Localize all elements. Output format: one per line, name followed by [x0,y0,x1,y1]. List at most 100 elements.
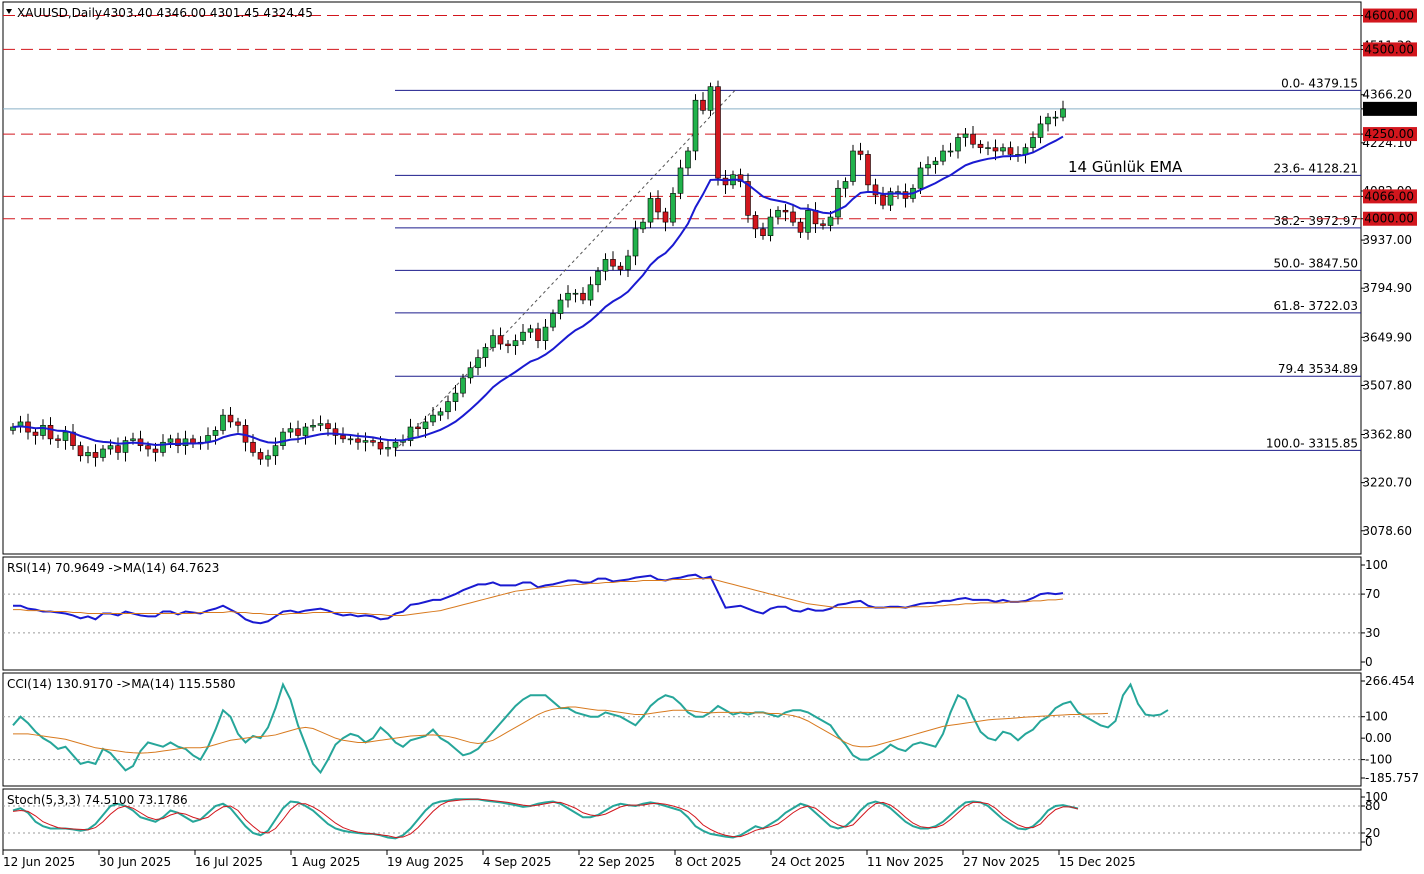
candle-body [677,167,684,194]
candle-body [557,299,564,314]
candle-body [392,441,399,448]
candle-body [265,455,271,460]
level-box-label: 4500.00 [1364,42,1414,56]
price-panel[interactable]: 0.0- 4379.15 23.6- 4128.21 38.2- 3972.97 50… [3,8,1417,538]
candle-body [482,347,489,358]
candle-body [917,167,924,189]
candle-body [572,292,579,295]
stoch-title: Stoch(5,3,3) 74.5100 73.1786 [7,793,188,807]
cci-tick-label: -185.757 [1365,771,1419,785]
rsi-panel[interactable]: 100 70 30 0 [3,558,1388,669]
rsi-tick-label: 30 [1365,626,1380,640]
collapse-arrow-icon[interactable] [6,9,12,14]
cci-tick-label: -100 [1365,753,1392,767]
candle-body [130,438,136,441]
candle-body [505,343,511,347]
candle-body [580,292,586,301]
cci-panel[interactable]: 266.454 100 0.00 -100 -185.757 [3,674,1419,785]
candle-body [835,187,841,218]
candle-body [1060,108,1066,118]
rsi-tick-label: 70 [1365,587,1380,601]
candle-body [287,428,294,433]
candle-body [257,452,264,460]
time-tick-label: 8 Oct 2025 [675,855,742,869]
candle-body [310,425,316,428]
candle-body [932,160,939,165]
candle-body [235,421,241,426]
candle-body [107,445,114,450]
main-frame [2,1,1362,555]
candle-body [355,438,361,443]
candle-body [745,181,751,216]
candle-body [970,133,976,145]
fib-label: 23.6- 4128.21 [1274,161,1359,175]
candle-body [827,216,834,226]
candle-body [805,209,811,233]
candle-body [122,440,129,453]
price-tick-label: 3794.90 [1362,281,1412,295]
price-tick-label: 3937.00 [1362,233,1412,247]
level-box [1363,127,1417,142]
cci-title: CCI(14) 130.9170 ->MA(14) 115.5580 [7,677,235,691]
fib-label: 0.0- 4379.15 [1281,76,1358,90]
fib-label: 61.8- 3722.03 [1274,299,1359,313]
candle-body [370,440,376,443]
time-tick-label: 15 Dec 2025 [1059,855,1136,869]
candle-body [640,221,646,230]
level-box-label: 4600.00 [1364,9,1414,23]
ema14-line [12,135,1064,447]
candle-body [445,401,451,413]
fib-label: 100.0- 3315.85 [1266,436,1358,450]
candle-body [467,367,474,379]
candle-body [685,150,691,169]
candle-body [782,209,789,213]
level-box [1363,189,1417,204]
candle-body [452,392,459,402]
candle-body [992,147,999,152]
price-tick-label: 3078.60 [1362,524,1412,538]
fib-label: 50.0- 3847.50 [1274,256,1359,270]
candle-body [947,150,954,153]
candle-body [100,448,106,458]
candle-body [430,414,436,423]
fib-trendline [394,89,736,451]
symbol-label: XAUUSD,Daily [17,6,102,20]
time-tick-label: 1 Aug 2025 [291,855,360,869]
candle-body [632,228,639,257]
level-box-label: 4250.00 [1364,127,1414,141]
candle-body [340,435,346,440]
candle-body [40,425,46,436]
candle-body [977,143,984,148]
candle-body [512,340,519,347]
stoch-tick-label: 100 [1365,790,1388,804]
time-tick-label: 22 Sep 2025 [579,855,655,869]
candle-body [115,445,121,453]
cci-series-1 [13,706,1109,754]
price-tick-label: 3649.90 [1362,330,1412,344]
time-tick-label: 4 Sep 2025 [483,855,551,869]
candle-body [760,228,766,236]
fib-label: 79.4 3534.89 [1278,362,1358,376]
candle-body [655,198,661,213]
candle-body [1000,147,1006,152]
time-tick-label: 30 Jun 2025 [99,855,171,869]
candle-body [715,86,721,179]
candle-body [1052,116,1059,119]
candle-body [670,193,676,223]
candle-body [175,438,181,446]
rsi-series-1 [13,578,1064,616]
stoch-tick-label: 20 [1365,826,1380,840]
candle-body [1045,116,1051,125]
candle-body [385,447,391,450]
candle-body [1030,137,1036,148]
time-tick-label: 11 Nov 2025 [867,855,944,869]
stoch-frame [2,788,1362,851]
candle-body [872,184,879,196]
candle-body [1037,123,1044,138]
candle-body [587,284,594,301]
candle-body [407,426,414,441]
time-tick-label: 16 Jul 2025 [195,855,263,869]
rsi-tick-label: 0 [1365,655,1373,669]
